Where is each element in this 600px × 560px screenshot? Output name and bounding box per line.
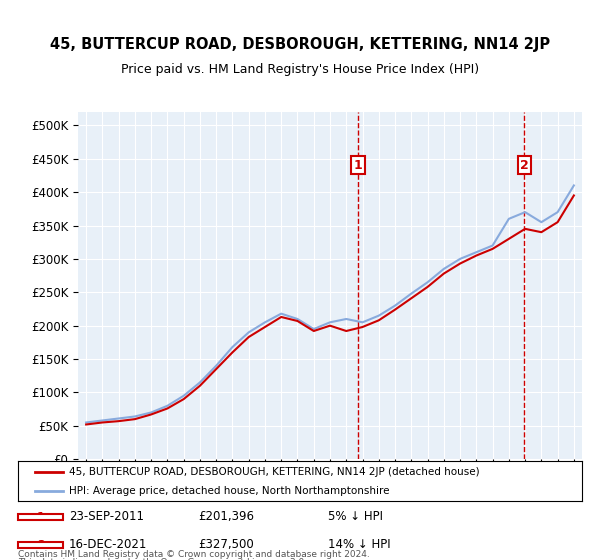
Text: Price paid vs. HM Land Registry's House Price Index (HPI): Price paid vs. HM Land Registry's House … [121,63,479,77]
Text: 16-DEC-2021: 16-DEC-2021 [69,538,147,552]
Text: 14% ↓ HPI: 14% ↓ HPI [328,538,391,552]
Text: This data is licensed under the Open Government Licence v3.0.: This data is licensed under the Open Gov… [18,558,307,560]
Text: 23-SEP-2011: 23-SEP-2011 [69,510,144,524]
Text: 5% ↓ HPI: 5% ↓ HPI [328,510,383,524]
Text: 45, BUTTERCUP ROAD, DESBOROUGH, KETTERING, NN14 2JP (detached house): 45, BUTTERCUP ROAD, DESBOROUGH, KETTERIN… [69,467,479,477]
Text: 2: 2 [37,540,44,550]
FancyBboxPatch shape [18,514,63,520]
Text: 45, BUTTERCUP ROAD, DESBOROUGH, KETTERING, NN14 2JP: 45, BUTTERCUP ROAD, DESBOROUGH, KETTERIN… [50,38,550,52]
Text: £201,396: £201,396 [199,510,254,524]
FancyBboxPatch shape [18,542,63,548]
Text: Contains HM Land Registry data © Crown copyright and database right 2024.: Contains HM Land Registry data © Crown c… [18,550,370,559]
Text: 1: 1 [37,512,44,522]
Text: £327,500: £327,500 [199,538,254,552]
Text: 1: 1 [353,159,362,172]
Text: HPI: Average price, detached house, North Northamptonshire: HPI: Average price, detached house, Nort… [69,486,389,496]
Text: 2: 2 [520,159,529,172]
